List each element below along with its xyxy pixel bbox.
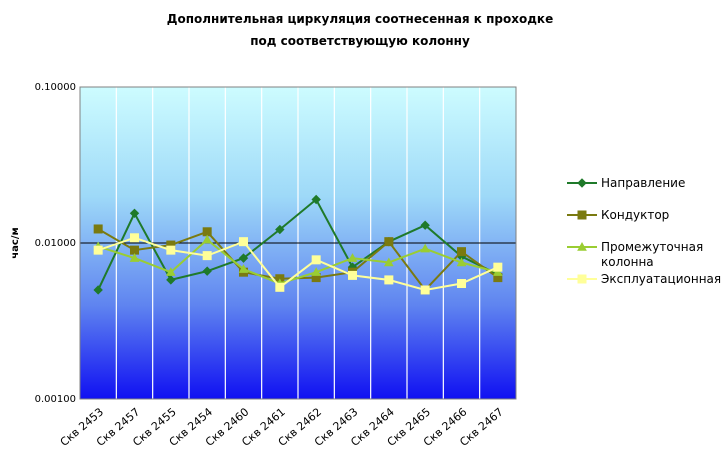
legend: Направление Кондуктор Промежуточная колонна…: [567, 176, 721, 286]
data-point-marker: [347, 253, 358, 262]
y-tick-label: 0.01000: [35, 238, 76, 249]
legend-label-line: Промежуточная: [601, 240, 703, 254]
data-point-marker: [165, 267, 176, 276]
chart-title-line-2: под соответствующую колонну: [250, 34, 470, 48]
data-point-marker: [166, 275, 176, 285]
plot-border: [79, 86, 517, 400]
legend-label-line: колонна: [601, 255, 654, 269]
data-point-marker: [420, 243, 431, 253]
data-point-marker: [420, 285, 430, 295]
data-point-marker: [202, 251, 212, 261]
data-point-marker: [202, 234, 213, 244]
legend-item: Промежуточная колонна: [567, 240, 703, 269]
data-point-marker: [493, 262, 503, 272]
y-axis-label: час/м: [10, 227, 21, 258]
data-point-marker: [166, 245, 176, 255]
data-point-marker: [577, 241, 587, 251]
series-4: [93, 233, 503, 295]
legend-item: Кондуктор: [567, 208, 669, 222]
data-point-marker: [420, 220, 430, 230]
data-point-marker: [275, 282, 285, 292]
data-point-marker: [202, 227, 212, 237]
y-tick-label: 0.00100: [35, 394, 76, 405]
series-line: [97, 238, 499, 285]
series-line: [97, 236, 499, 291]
series-group: [93, 194, 503, 295]
legend-item: Направление: [567, 176, 685, 190]
data-point-marker: [384, 237, 394, 247]
data-point-marker: [577, 178, 587, 188]
data-point-marker: [456, 257, 467, 267]
data-point-marker: [130, 245, 139, 255]
data-point-marker: [311, 267, 322, 276]
data-point-marker: [577, 274, 587, 284]
data-point-marker: [238, 253, 249, 263]
legend-label-line: Эксплуатационная: [601, 272, 721, 286]
series-3: [93, 234, 503, 288]
chart-title-line-1: Дополнительная циркуляция соотнесенная к…: [167, 12, 553, 26]
data-point-marker: [130, 233, 139, 243]
legend-item: Эксплуатационная: [567, 272, 721, 286]
data-point-marker: [384, 275, 394, 285]
data-point-marker: [383, 257, 394, 267]
legend-label-line: Кондуктор: [601, 208, 669, 222]
y-tick-label: 0.10000: [35, 82, 76, 93]
data-point-marker: [577, 210, 587, 220]
data-point-marker: [457, 247, 466, 257]
legend-label: Направление: [601, 176, 685, 190]
data-point-marker: [275, 224, 285, 235]
data-point-marker: [457, 279, 466, 289]
data-point-marker: [129, 208, 140, 219]
legend-label: Кондуктор: [601, 208, 669, 222]
data-point-marker: [348, 270, 357, 280]
data-point-marker: [93, 285, 103, 295]
legend-label-line: Направление: [601, 176, 685, 190]
legend-label: Промежуточная колонна: [601, 240, 703, 269]
y-tick-labels: 0.10000 0.01000 0.00100: [35, 82, 76, 405]
data-point-marker: [129, 253, 140, 262]
data-point-marker: [238, 264, 249, 273]
data-point-marker: [93, 245, 103, 255]
data-point-marker: [239, 237, 248, 247]
data-point-marker: [202, 266, 212, 276]
data-point-marker: [311, 255, 321, 265]
data-point-marker: [311, 194, 321, 205]
legend-label: Эксплуатационная: [601, 272, 721, 286]
data-point-marker: [492, 267, 503, 276]
data-point-marker: [93, 224, 103, 234]
